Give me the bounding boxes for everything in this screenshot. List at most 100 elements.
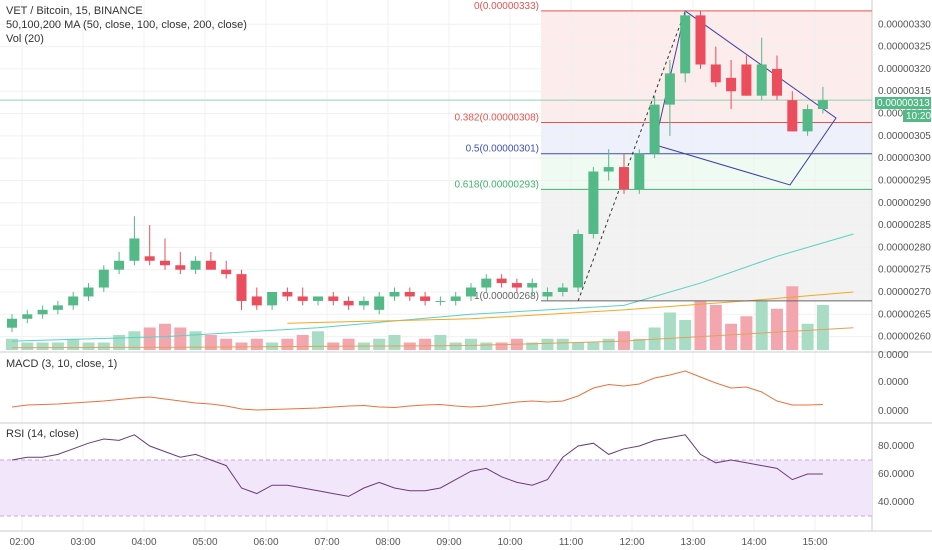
fib-label: 1(0.00000268) xyxy=(474,291,539,302)
candle-body xyxy=(817,100,828,110)
volume-bar xyxy=(679,320,692,350)
candle-body xyxy=(772,68,782,96)
time-axis[interactable]: 02:00 03:00 04:00 05:00 06:00 07:00 08:00 09:00… xyxy=(9,537,827,548)
time-tick: 10:00 xyxy=(497,537,522,548)
candle-body xyxy=(190,260,201,270)
price-tick: 0.00000320 xyxy=(878,64,931,75)
volume-bar xyxy=(51,342,64,350)
time-tick: 08:00 xyxy=(375,537,400,548)
candle-body xyxy=(511,283,522,288)
time-tick: 07:00 xyxy=(314,537,339,548)
candle-body xyxy=(297,296,308,301)
time-tick: 11:00 xyxy=(559,537,584,548)
volume-bar xyxy=(771,308,783,350)
volume-bar xyxy=(648,327,661,350)
time-tick: 06:00 xyxy=(253,537,278,548)
candle-body xyxy=(802,109,813,132)
candle-body xyxy=(37,309,48,315)
price-axis[interactable]: 0.00000330 0.00000325 0.00000320 0.00000315… xyxy=(878,19,931,342)
volume-bar xyxy=(312,331,324,350)
volume-bar xyxy=(128,331,141,350)
volume-bar xyxy=(572,342,585,350)
candle-body xyxy=(175,265,186,270)
volume-bar xyxy=(113,335,126,350)
time-tick: 09:00 xyxy=(436,537,461,548)
volume-bar xyxy=(82,342,95,350)
ma-line xyxy=(11,233,854,342)
volume-bar xyxy=(495,342,508,350)
candle-body xyxy=(542,292,553,297)
price-tick: 0.00000270 xyxy=(878,287,931,298)
volume-bar xyxy=(541,338,554,350)
fib-label: 0.382(0.00000308) xyxy=(454,112,539,123)
time-tick: 14:00 xyxy=(741,537,766,548)
volume-bar xyxy=(587,342,600,350)
price-tick: 0.00000265 xyxy=(878,309,931,320)
time-tick: 02:00 xyxy=(9,537,34,548)
time-tick: 12:00 xyxy=(619,537,644,548)
fib-background xyxy=(541,10,872,301)
drawings[interactable] xyxy=(577,10,837,302)
rsi-pane: 80.0000 60.0000 40.0000 xyxy=(0,434,915,517)
rsi-legend: RSI (14, close) xyxy=(6,428,79,440)
fib-label: 0.5(0.00000301) xyxy=(466,144,539,155)
candle-body xyxy=(527,283,538,288)
candle-body xyxy=(282,292,293,297)
price-tick: 0.00000275 xyxy=(878,265,931,276)
rsi-tick: 40.0000 xyxy=(878,497,915,508)
candle-body xyxy=(680,15,691,74)
time-tick: 03:00 xyxy=(70,537,95,548)
volume-bar xyxy=(174,327,187,350)
macd-tick: 0.0000 xyxy=(878,406,909,417)
price-tick: 0.00000285 xyxy=(878,220,931,231)
rsi-tick: 60.0000 xyxy=(878,469,915,480)
candle-body xyxy=(22,314,33,319)
volume-bar xyxy=(663,312,676,350)
time-tick: 15:00 xyxy=(802,537,827,548)
volume-bar xyxy=(801,323,814,350)
candle-body xyxy=(634,153,645,190)
volume-bar xyxy=(755,301,768,350)
ma-legend: 50,100,200 MA (50, close, 100, close, 20… xyxy=(6,19,247,31)
volume-bar xyxy=(250,338,263,350)
candle-body xyxy=(404,292,415,297)
volume-bar xyxy=(281,338,294,350)
fib-retracement[interactable]: 0(0.00000333) 0.382(0.00000308) 0.5(0.0000… xyxy=(0,1,872,302)
macd-tick: 0.0000 xyxy=(878,350,909,361)
candle-body xyxy=(787,100,798,132)
candle-body xyxy=(52,305,63,310)
volume-bar xyxy=(786,286,799,350)
volume-bar xyxy=(419,338,432,350)
candle-body xyxy=(343,300,354,306)
volume-bar xyxy=(6,338,18,350)
volume-bar xyxy=(449,342,462,350)
volume-bar xyxy=(342,338,355,350)
volume-bar xyxy=(204,335,217,350)
ma-line xyxy=(11,327,854,349)
candle-body xyxy=(205,260,216,270)
candle-body xyxy=(358,300,369,306)
candle-body xyxy=(313,296,323,301)
volume-bar xyxy=(373,338,386,350)
candle-body xyxy=(664,73,675,105)
candle-body xyxy=(144,256,155,261)
price-tick: 0.00000305 xyxy=(878,131,931,142)
candle-body xyxy=(160,260,170,266)
candle-body xyxy=(573,234,584,288)
macd-pane: 0.0000 0.0000 0.0000 xyxy=(11,350,909,417)
last-price-badge-bg xyxy=(875,97,931,109)
price-tick: 0.00000300 xyxy=(878,153,931,164)
volume-bar xyxy=(816,305,829,350)
volume-bar xyxy=(434,335,447,350)
candle-body xyxy=(114,260,125,270)
volume-bar xyxy=(633,338,646,350)
candle-body xyxy=(741,64,752,96)
volume-bar xyxy=(220,338,233,350)
candle-body xyxy=(481,278,492,288)
candle-body xyxy=(420,296,431,301)
volume-bar xyxy=(725,323,738,350)
vol-legend: Vol (20) xyxy=(6,33,44,45)
volume-bar xyxy=(97,342,110,350)
rsi-line xyxy=(11,434,823,497)
